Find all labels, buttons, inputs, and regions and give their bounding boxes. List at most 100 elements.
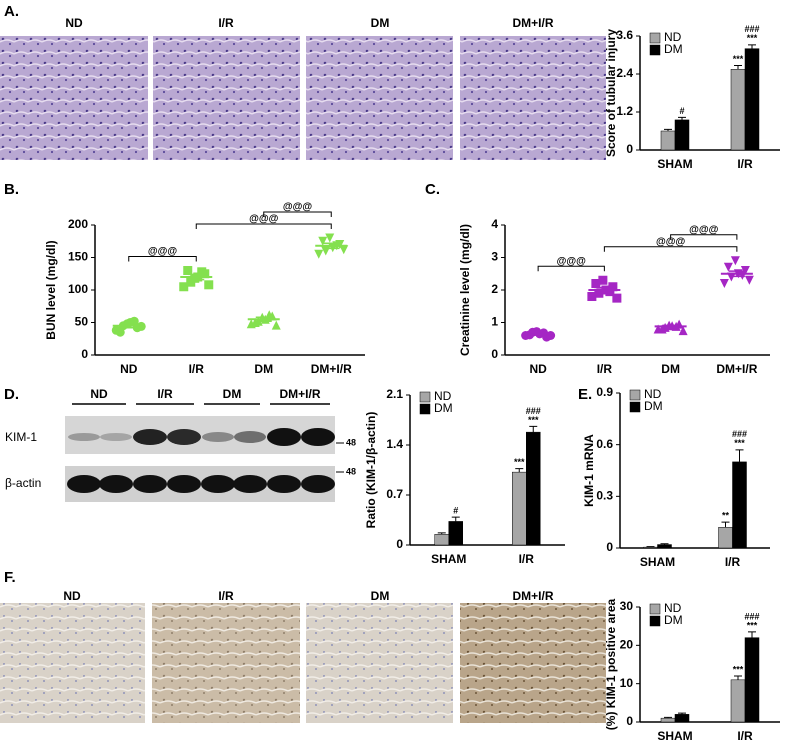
data-point [115,327,125,337]
error-bar [662,324,679,329]
bar [660,717,676,723]
bar [744,637,760,723]
y-tick-label: 200 [68,217,88,231]
error-bar [728,270,745,278]
x-tick-label: DM [254,362,273,376]
legend-swatch [649,44,661,56]
error-bar [188,273,205,281]
comparison-bracket [128,256,197,262]
error-bar [530,332,547,336]
significance-label: ### [744,24,759,34]
y-tick-label: 0 [81,347,88,361]
data-point [546,331,556,340]
comparison-label: @@@ [148,246,178,257]
data-point [190,273,200,283]
comparison-bracket [603,246,738,252]
legend-label: DM [664,613,683,627]
significance-label: *** [528,415,539,425]
significance-label: ### [526,406,541,416]
data-point [339,245,349,255]
legend-swatch [629,401,641,413]
error-bar [678,116,686,120]
error-bar [734,675,742,680]
legend-swatch [419,391,431,403]
error-bar [748,44,756,49]
bar [512,471,527,546]
image-label: I/R [218,16,234,30]
significance-label: *** [747,33,758,43]
image-label: DM [371,589,390,603]
x-tick-label: I/R [597,362,613,376]
data-point [678,326,688,336]
bar [643,546,658,549]
y-tick-label: 2.1 [386,387,403,401]
data-point [591,279,601,288]
bar [526,431,541,546]
image-label: ND [63,589,81,603]
x-tick-label: I/R [725,555,741,569]
significance-label: *** [733,54,744,64]
x-tick-label: I/R [189,362,205,376]
significance-label: *** [747,620,758,630]
error-bar [660,543,669,545]
lane-label: I/R [157,387,173,401]
bar [657,544,672,549]
error-bar [437,532,446,535]
histology-image [153,36,300,160]
size-marker: 48 [346,466,356,476]
significance-label: # [453,506,458,516]
y-tick-label: 0 [626,142,633,156]
y-tick-label: 30 [620,599,634,613]
data-point [179,282,189,292]
comparison-bracket [195,223,332,229]
y-tick-label: 3 [491,250,498,264]
comparison-bracket [537,265,605,272]
data-point [183,266,193,275]
comparison-label: @@@ [249,214,279,225]
bar [730,69,746,151]
y-tick-label: 0.9 [596,385,613,399]
data-point [204,280,214,290]
histology-image [460,36,606,160]
comparison-label: @@@ [557,256,587,267]
error-bar [664,128,672,131]
y-tick-label: 0 [491,347,498,361]
x-tick-label: DM [661,362,680,376]
error-bar [721,521,730,528]
y-axis-label: Score of tubular injury [604,29,618,157]
error-bar [451,516,460,522]
significance-label: ### [732,429,747,439]
data-point [318,236,328,246]
panel-label: B. [4,181,19,198]
bar [744,48,760,151]
ihc-image [0,603,145,723]
error-bar [646,546,655,548]
data-point [594,288,604,298]
blot-row-label: KIM-1 [5,430,37,444]
data-point [740,266,750,275]
bar [718,527,733,549]
ihc-image [152,603,300,723]
y-tick-label: 3.6 [616,28,633,42]
legend-swatch [649,32,661,44]
data-point [271,320,281,330]
legend-label: ND [434,389,452,403]
x-tick-label: SHAM [431,552,466,566]
error-bar [323,242,340,250]
image-label: DM [371,16,390,30]
data-point [612,293,622,303]
y-tick-label: 0 [626,714,633,728]
error-bar [664,716,672,719]
significance-label: # [679,106,684,116]
y-axis-label: BUN level (mg/dl) [44,240,58,339]
comparison-bracket [670,234,738,240]
legend-swatch [649,615,661,627]
panel-label: A. [4,3,19,20]
data-point [197,267,207,277]
image-label: DM+I/R [512,589,553,603]
legend-label: ND [664,30,682,44]
significance-label: *** [734,438,745,448]
data-point [608,282,618,292]
y-tick-label: 0 [396,537,403,551]
